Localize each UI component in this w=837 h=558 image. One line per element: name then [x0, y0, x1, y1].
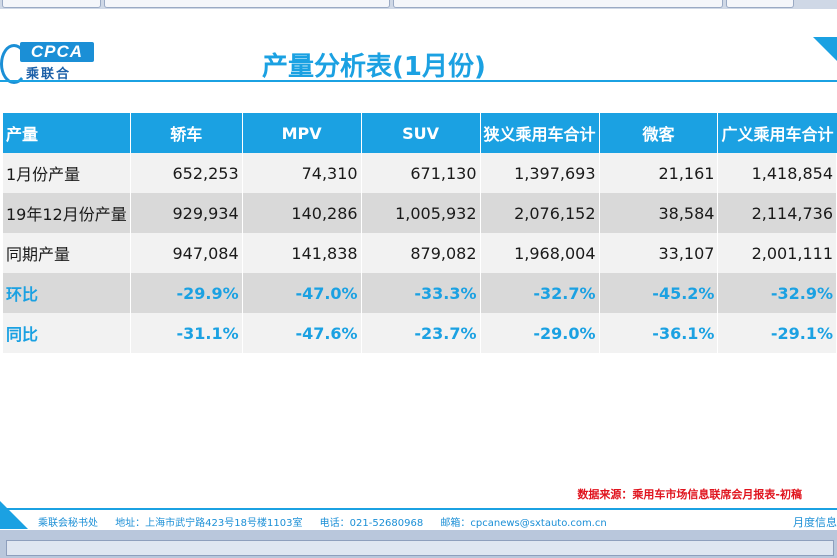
- column-header: 狭义乘用车合计: [480, 113, 600, 153]
- table-cell: -23.7%: [361, 313, 481, 353]
- source-note: 数据来源：乘用车市场信息联席会月报表-初稿: [577, 488, 802, 501]
- table-cell: 671,130: [361, 153, 481, 193]
- logo-subtext: 乘联合: [26, 67, 72, 82]
- table-cell: 33,107: [599, 233, 719, 273]
- footer: 乘联会秘书处 地址：上海市武宁路423号18号楼1103室 电话：021-526…: [38, 514, 621, 529]
- footer-email: 邮箱：cpcanews@sxtauto.com.cn: [440, 518, 607, 529]
- table-cell: -33.3%: [361, 273, 481, 313]
- row-label: 1月份产量: [3, 153, 131, 193]
- table-cell: -29.1%: [717, 313, 837, 353]
- table-row: 19年12月份产量 929,934 140,286 1,005,932 2,07…: [3, 193, 837, 233]
- row-label: 19年12月份产量: [3, 193, 131, 233]
- table-header-row: 产量 轿车 MPV SUV 狭义乘用车合计 微客 广义乘用车合计: [3, 113, 837, 153]
- column-header: 微客: [599, 113, 719, 153]
- table-row: 环比 -29.9% -47.0% -33.3% -32.7% -45.2% -3…: [3, 273, 837, 313]
- table-cell: 21,161: [599, 153, 719, 193]
- table-cell: 2,001,111: [717, 233, 837, 273]
- column-header: 广义乘用车合计: [717, 113, 837, 153]
- logo-swirl-icon: [0, 44, 28, 84]
- horizontal-scrollbar[interactable]: [6, 540, 834, 556]
- footer-rule: [0, 508, 837, 510]
- toolbar-tab[interactable]: [104, 0, 390, 8]
- column-header: 轿车: [130, 113, 243, 153]
- table-cell: 38,584: [599, 193, 719, 233]
- table-cell: 140,286: [242, 193, 362, 233]
- table-cell: 74,310: [242, 153, 362, 193]
- footer-address: 地址：上海市武宁路423号18号楼1103室: [115, 518, 303, 529]
- table-cell: 1,968,004: [480, 233, 600, 273]
- table-cell: 652,253: [130, 153, 243, 193]
- column-header: SUV: [361, 113, 481, 153]
- table-cell: 2,114,736: [717, 193, 837, 233]
- bottom-scroll-bar: [0, 530, 837, 558]
- footer-corner-decoration: [0, 501, 28, 529]
- table-cell: -29.0%: [480, 313, 600, 353]
- column-header: MPV: [242, 113, 362, 153]
- table-cell: -45.2%: [599, 273, 719, 313]
- row-label: 环比: [3, 273, 131, 313]
- footer-phone: 电话：021-52680968: [319, 518, 424, 529]
- corner-decoration: [813, 37, 837, 61]
- table-cell: -47.0%: [242, 273, 362, 313]
- toolbar-tab[interactable]: [393, 0, 723, 8]
- logo-text: CPCA: [20, 42, 94, 62]
- top-toolbar: [0, 0, 837, 9]
- row-label: 同期产量: [3, 233, 131, 273]
- footer-right-text: 月度信息: [793, 516, 837, 529]
- table-cell: 1,397,693: [480, 153, 600, 193]
- cpca-logo: CPCA 乘联合: [0, 34, 100, 89]
- table-cell: 1,418,854: [717, 153, 837, 193]
- table-cell: -47.6%: [242, 313, 362, 353]
- table-cell: 947,084: [130, 233, 243, 273]
- column-header: 产量: [3, 113, 131, 153]
- table-cell: 1,005,932: [361, 193, 481, 233]
- production-table: 产量 轿车 MPV SUV 狭义乘用车合计 微客 广义乘用车合计 1月份产量 6…: [3, 113, 837, 353]
- header-rule: [0, 80, 837, 82]
- table-row: 1月份产量 652,253 74,310 671,130 1,397,693 2…: [3, 153, 837, 193]
- footer-org: 乘联会秘书处: [38, 518, 98, 529]
- table-cell: -36.1%: [599, 313, 719, 353]
- table-row: 同期产量 947,084 141,838 879,082 1,968,004 3…: [3, 233, 837, 273]
- page-title: 产量分析表(1月份): [262, 52, 486, 82]
- table-cell: 929,934: [130, 193, 243, 233]
- table-row: 同比 -31.1% -47.6% -23.7% -29.0% -36.1% -2…: [3, 313, 837, 353]
- table-cell: -29.9%: [130, 273, 243, 313]
- table-cell: -31.1%: [130, 313, 243, 353]
- table-cell: -32.7%: [480, 273, 600, 313]
- table-cell: 2,076,152: [480, 193, 600, 233]
- table-cell: 879,082: [361, 233, 481, 273]
- row-label: 同比: [3, 313, 131, 353]
- table-cell: 141,838: [242, 233, 362, 273]
- toolbar-tab[interactable]: [726, 0, 794, 8]
- toolbar-tab[interactable]: [2, 0, 101, 8]
- table-cell: -32.9%: [717, 273, 837, 313]
